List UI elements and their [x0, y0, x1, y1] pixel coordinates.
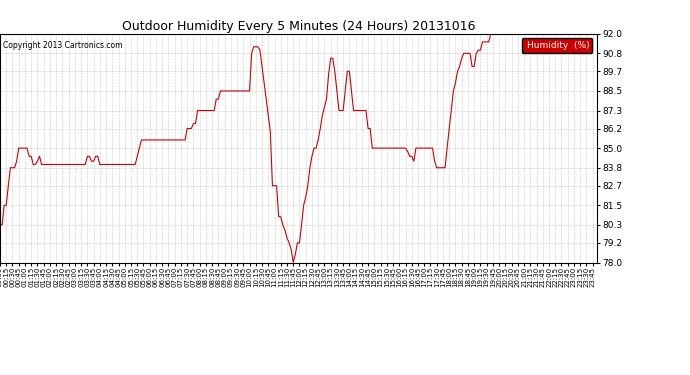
Title: Outdoor Humidity Every 5 Minutes (24 Hours) 20131016: Outdoor Humidity Every 5 Minutes (24 Hou… — [121, 20, 475, 33]
Legend: Humidity  (%): Humidity (%) — [522, 38, 592, 53]
Text: Copyright 2013 Cartronics.com: Copyright 2013 Cartronics.com — [3, 40, 123, 50]
